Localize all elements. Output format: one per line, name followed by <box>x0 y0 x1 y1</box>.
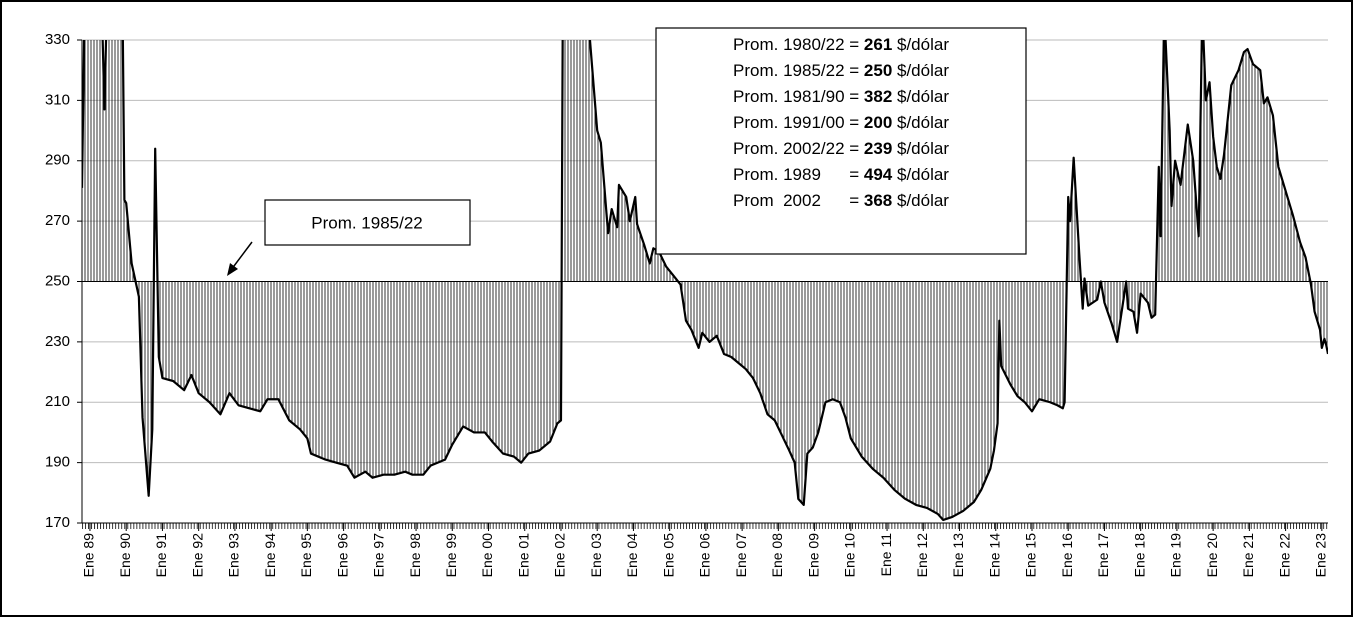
averages-frame <box>655 27 1027 255</box>
average-label: Prom. 1980/22 = <box>733 35 864 54</box>
x-tick-label: Ene 92 <box>189 533 205 578</box>
x-tick-label: Ene 01 <box>515 533 531 578</box>
x-tick-label: Ene 93 <box>226 533 242 578</box>
average-unit: $/dólar <box>892 191 949 210</box>
average-line: Prom. 1991/00 = 200 $/dólar <box>733 113 949 132</box>
x-tick-label: Ene 16 <box>1059 533 1075 578</box>
x-tick-label: Ene 14 <box>986 533 1002 578</box>
annotation-frame <box>264 199 471 246</box>
y-tick-label: 210 <box>45 393 70 410</box>
average-label: Prom. 1981/90 = <box>733 87 864 106</box>
annotation-text: Prom. 1985/22 <box>311 213 423 232</box>
average-label: Prom. 2002/22 = <box>733 139 864 158</box>
average-unit: $/dólar <box>892 61 949 80</box>
x-tick-label: Ene 05 <box>660 533 676 578</box>
x-tick-label: Ene 20 <box>1204 533 1220 578</box>
average-unit: $/dólar <box>892 113 949 132</box>
y-tick-label: 230 <box>45 333 70 350</box>
x-tick-label: Ene 12 <box>914 533 930 578</box>
x-tick-label: Ene 10 <box>842 533 858 578</box>
x-tick-label: Ene 99 <box>443 533 459 578</box>
x-tick-label: Ene 19 <box>1168 533 1184 578</box>
x-tick-label: Ene 94 <box>262 533 278 578</box>
x-tick-label: Ene 18 <box>1131 533 1147 578</box>
average-value: 200 <box>864 113 892 132</box>
average-line: Prom. 1985/22 = 250 $/dólar <box>733 61 949 80</box>
y-tick-label: 190 <box>45 454 70 471</box>
x-tick-label: Ene 15 <box>1023 533 1039 578</box>
average-unit: $/dólar <box>892 139 949 158</box>
y-tick-label: 290 <box>45 152 70 169</box>
y-tick-label: 330 <box>45 31 70 48</box>
y-tick-label: 310 <box>45 91 70 108</box>
average-unit: $/dólar <box>892 87 949 106</box>
x-tick-label: Ene 03 <box>588 533 604 578</box>
x-tick-label: Ene 06 <box>697 533 713 578</box>
area <box>82 40 1328 520</box>
average-value: 494 <box>864 165 893 184</box>
average-label: Prom. 1989 = <box>733 165 864 184</box>
x-tick-label: Ene 95 <box>298 533 314 578</box>
x-tick-label: Ene 08 <box>769 533 785 578</box>
x-tick-label: Ene 09 <box>805 533 821 578</box>
x-tick-label: Ene 07 <box>733 533 749 578</box>
x-tick-label: Ene 96 <box>334 533 350 578</box>
arrow-head <box>227 263 238 276</box>
line <box>82 40 1328 522</box>
average-line: Prom. 1980/22 = 261 $/dólar <box>733 35 949 54</box>
x-tick-label: Ene 11 <box>878 533 894 577</box>
x-tick-label: Ene 89 <box>81 533 97 578</box>
x-tick-label: Ene 23 <box>1313 533 1329 578</box>
x-tick-label: Ene 17 <box>1095 533 1111 578</box>
y-tick-label: 270 <box>45 212 70 229</box>
average-label: Prom. 1991/00 = <box>733 113 864 132</box>
annotation: Prom. 1985/22 <box>227 199 471 276</box>
average-value: 261 <box>864 35 892 54</box>
x-tick-label: Ene 91 <box>153 533 169 578</box>
average-line: Prom. 1981/90 = 382 $/dólar <box>733 87 949 106</box>
average-value: 368 <box>864 191 892 210</box>
y-tick-label: 250 <box>45 272 70 289</box>
x-tick-label: Ene 02 <box>552 533 568 578</box>
average-value: 250 <box>864 61 892 80</box>
average-unit: $/dólar <box>892 165 949 184</box>
x-tick-label: Ene 13 <box>950 533 966 578</box>
average-label: Prom 2002 = <box>733 191 864 210</box>
x-tick-label: Ene 00 <box>479 533 495 578</box>
average-line: Prom. 2002/22 = 239 $/dólar <box>733 139 949 158</box>
average-value: 239 <box>864 139 892 158</box>
annotation-arrow <box>230 241 253 271</box>
x-tick-label: Ene 21 <box>1240 533 1256 578</box>
minor-ticks <box>82 523 1328 529</box>
average-line: Prom. 1989 = 494 $/dólar <box>733 165 949 184</box>
x-tick-label: Ene 90 <box>117 533 133 578</box>
average-line: Prom 2002 = 368 $/dólar <box>733 191 949 210</box>
x-tick-label: Ene 98 <box>407 533 423 578</box>
average-value: 382 <box>864 87 892 106</box>
y-tick-label: 170 <box>45 514 70 531</box>
average-unit: $/dólar <box>892 35 949 54</box>
x-tick-label: Ene 04 <box>624 533 640 578</box>
x-tick-label: Ene 22 <box>1276 533 1292 578</box>
x-tick-label: Ene 97 <box>371 533 387 578</box>
average-label: Prom. 1985/22 = <box>733 61 864 80</box>
